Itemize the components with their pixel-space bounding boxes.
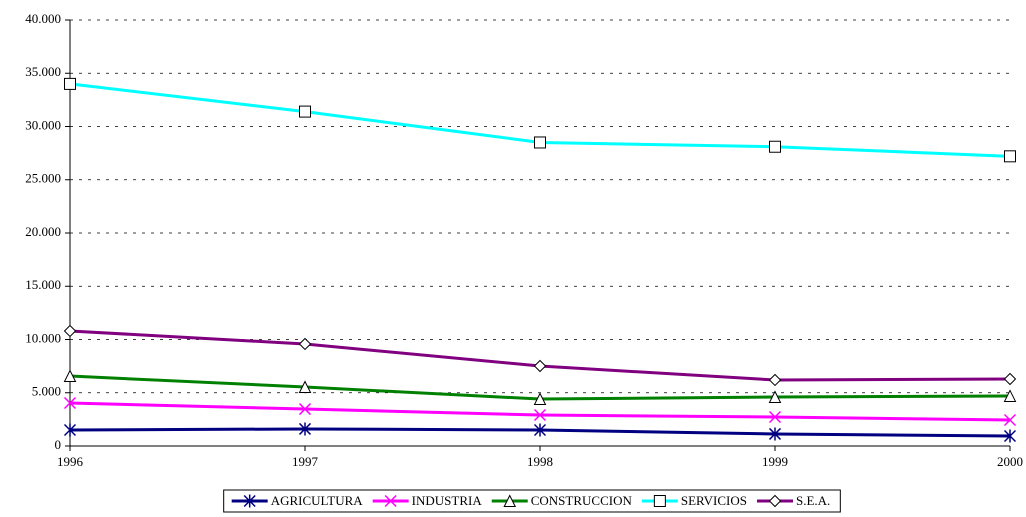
marker-shape [243, 494, 256, 508]
y-tick-label: 5.000 [32, 384, 61, 399]
marker-shape [503, 494, 517, 507]
marker-shape [533, 408, 547, 422]
point-marker [768, 427, 782, 441]
point-marker [533, 423, 547, 437]
x-tick-label: 2000 [997, 454, 1023, 469]
marker-shape [298, 337, 312, 351]
point-marker [503, 494, 517, 507]
marker-shape [653, 495, 666, 507]
legend-label: AGRICULTURA [271, 493, 364, 508]
point-marker [769, 140, 781, 153]
point-marker [63, 396, 77, 410]
marker-shape [534, 136, 546, 149]
marker-shape [768, 427, 782, 441]
point-marker [63, 369, 77, 383]
legend-item: SERVICIOS [641, 493, 747, 508]
marker-shape [1003, 372, 1017, 386]
point-marker [1003, 389, 1017, 402]
x-tick-label: 1998 [527, 454, 553, 469]
series-line [69, 401, 1011, 422]
marker-shape [769, 140, 781, 153]
point-marker [298, 337, 312, 351]
point-marker [533, 392, 547, 406]
legend-item: S.E.A. [757, 493, 830, 508]
legend-item: AGRICULTURA [231, 493, 364, 508]
point-marker [533, 359, 547, 373]
point-marker [1003, 429, 1017, 443]
marker-shape [768, 373, 782, 387]
marker-shape [63, 396, 77, 410]
point-marker [768, 411, 782, 424]
point-marker [299, 105, 311, 118]
point-marker [1004, 150, 1016, 163]
marker-shape [64, 77, 76, 90]
marker-shape [298, 403, 312, 416]
marker-shape [533, 392, 547, 406]
x-tick-label: 1999 [762, 454, 788, 469]
marker-shape [768, 411, 782, 424]
legend-label: INDUSTRIA [412, 493, 483, 508]
marker-shape [533, 423, 547, 437]
point-marker [1003, 413, 1017, 427]
y-tick-label: 25.000 [25, 171, 61, 186]
marker-shape [768, 494, 782, 508]
marker-shape [299, 105, 311, 118]
legend-label: SERVICIOS [681, 493, 747, 508]
point-marker [533, 408, 547, 422]
y-tick-label: 40.000 [25, 11, 61, 26]
marker-shape [1004, 150, 1016, 163]
point-marker [298, 422, 312, 436]
legend-box [223, 489, 841, 513]
y-tick-label: 15.000 [25, 277, 61, 292]
point-marker [63, 324, 77, 338]
y-tick-label: 10.000 [25, 330, 61, 345]
point-marker [64, 77, 76, 90]
x-tick-label: 1996 [57, 454, 84, 469]
marker-shape [768, 390, 782, 404]
point-marker [298, 403, 312, 416]
point-marker [243, 494, 256, 508]
y-tick-label: 35.000 [25, 64, 61, 79]
series-line [69, 329, 1011, 382]
point-marker [298, 380, 312, 393]
point-marker [768, 390, 782, 404]
point-marker [63, 423, 77, 437]
point-marker [534, 136, 546, 149]
point-marker [768, 373, 782, 387]
marker-shape [1003, 413, 1017, 427]
legend-label: CONSTRUCCION [531, 493, 633, 508]
marker-shape [63, 369, 77, 383]
legend-item: INDUSTRIA [372, 493, 483, 508]
marker-shape [533, 359, 547, 373]
legend: AGRICULTURA INDUSTRIA CONSTRUCCION SERVICIO… [223, 489, 841, 513]
y-tick-label: 30.000 [25, 117, 61, 132]
y-tick-label: 20.000 [25, 224, 61, 239]
legend-label: S.E.A. [796, 493, 830, 508]
point-marker [1003, 372, 1017, 386]
marker-shape [1003, 429, 1017, 443]
x-tick-label: 1997 [292, 454, 319, 469]
marker-shape [298, 422, 312, 436]
marker-shape [63, 423, 77, 437]
y-tick-label: 0 [55, 437, 62, 452]
point-marker [653, 495, 666, 507]
point-marker [384, 494, 397, 508]
point-marker [768, 494, 782, 508]
marker-shape [1003, 389, 1017, 402]
marker-shape [298, 380, 312, 393]
marker-shape [384, 494, 397, 508]
legend-item: CONSTRUCCION [491, 493, 633, 508]
marker-shape [63, 324, 77, 338]
